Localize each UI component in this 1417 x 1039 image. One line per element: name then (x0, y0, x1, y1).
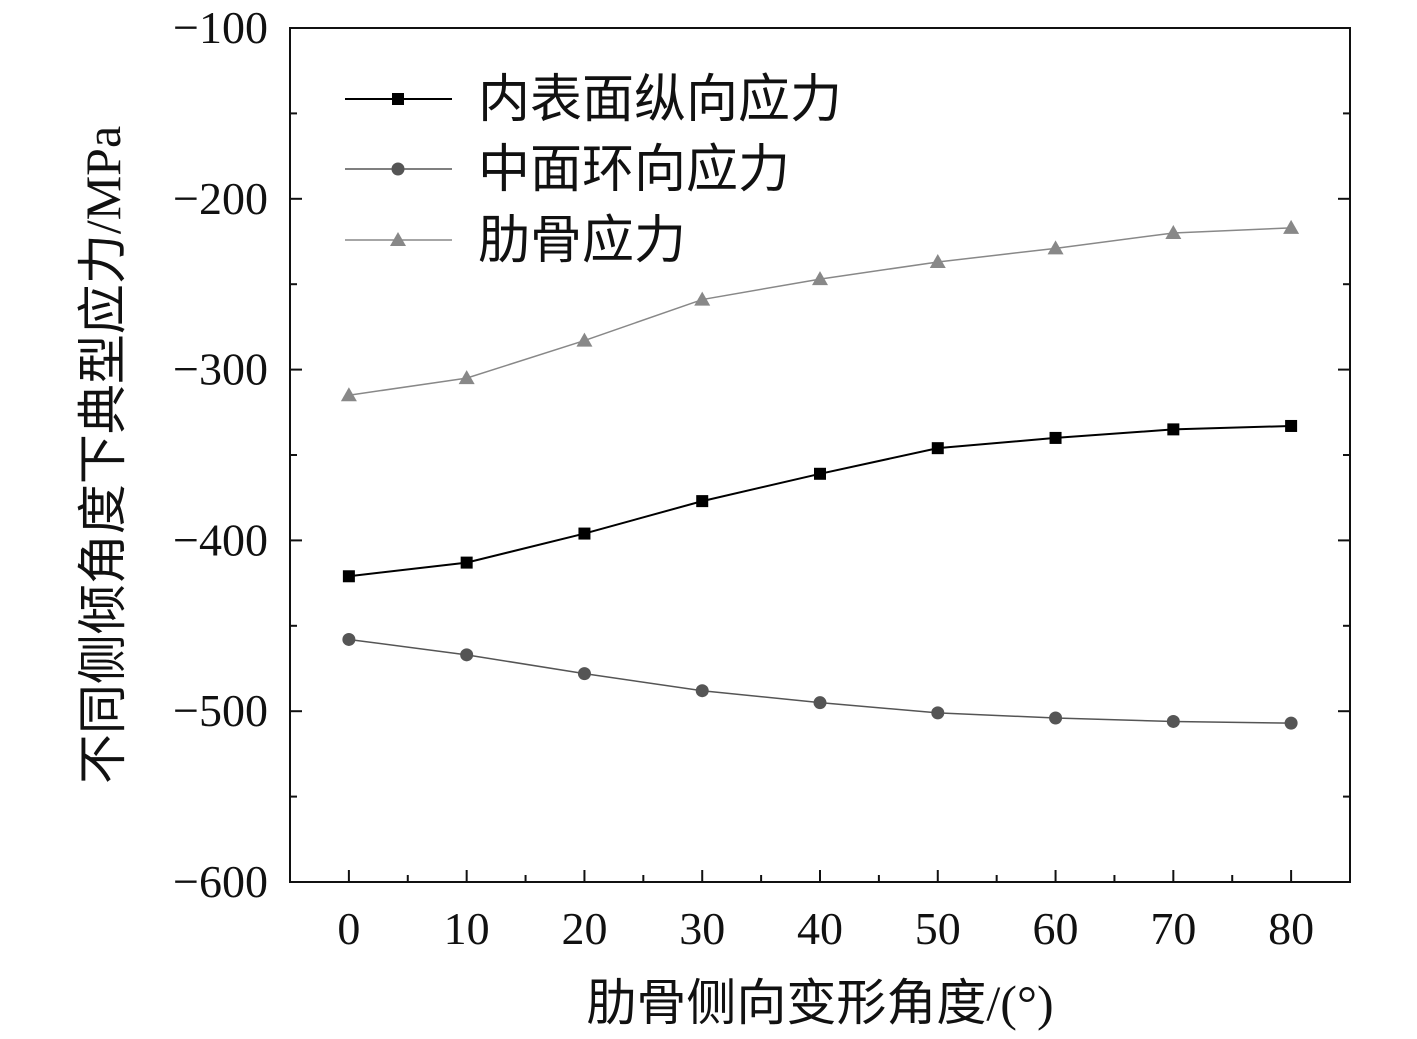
data-point (342, 570, 355, 583)
data-point (1047, 240, 1064, 255)
x-tick-label: 70 (1150, 903, 1196, 954)
data-point (931, 442, 944, 455)
y-tick-label: −100 (173, 2, 268, 53)
y-axis-ticks: −100 −200 −300 −400 −500 −600 (173, 2, 1350, 907)
data-point (813, 696, 827, 710)
y-tick-label: −400 (173, 514, 268, 565)
data-point (1165, 224, 1182, 239)
plot-frame (289, 27, 1351, 883)
legend-label: 中面环向应力 (478, 142, 790, 199)
x-tick-label: 10 (444, 903, 490, 954)
series-2 (342, 632, 1298, 730)
legend-marker (390, 232, 406, 246)
data-point (1166, 714, 1180, 728)
legend-marker (391, 162, 405, 176)
data-point (694, 291, 711, 306)
series-line (348, 638, 1292, 724)
data-point (929, 253, 946, 268)
x-axis-ticks: 0 10 20 30 40 50 60 70 80 (337, 870, 1314, 954)
data-point (1283, 219, 1300, 234)
x-axis-title: 肋骨侧向变形角度/(°) (586, 975, 1053, 1031)
data-point (931, 706, 945, 720)
series-1 (342, 419, 1298, 583)
x-tick-label: 80 (1268, 903, 1314, 954)
x-tick-label: 0 (337, 903, 360, 954)
y-tick-label: −300 (173, 344, 268, 395)
data-point (578, 527, 591, 540)
series-layer (340, 219, 1300, 730)
x-tick-label: 40 (797, 903, 843, 954)
legend-marker (392, 93, 404, 105)
x-tick-label: 30 (679, 903, 725, 954)
data-point (1049, 431, 1062, 444)
legend-label: 内表面纵向应力 (478, 72, 842, 129)
series-3 (340, 219, 1300, 402)
data-point (812, 271, 828, 286)
data-point (577, 667, 591, 681)
y-tick-label: −200 (173, 173, 268, 224)
legend-label: 肋骨应力 (478, 213, 686, 270)
data-point (458, 370, 475, 385)
y-tick-label: −600 (173, 856, 268, 907)
data-point (460, 648, 474, 662)
data-point (1285, 419, 1298, 432)
data-point (814, 467, 826, 480)
x-tick-label: 50 (915, 903, 961, 954)
y-tick-label: −500 (173, 685, 268, 736)
data-point (576, 332, 593, 347)
data-point (1049, 711, 1063, 725)
data-point (1284, 716, 1298, 730)
series-line (348, 424, 1292, 578)
y-axis-title: 不同侧倾角度下典型应力/MPa (75, 126, 131, 784)
data-point (340, 387, 357, 402)
data-point (695, 684, 709, 698)
data-point (1167, 423, 1180, 436)
data-point (696, 495, 709, 508)
data-point (460, 556, 473, 569)
x-tick-label: 60 (1033, 903, 1079, 954)
x-tick-label: 20 (561, 903, 607, 954)
data-point (342, 632, 356, 646)
